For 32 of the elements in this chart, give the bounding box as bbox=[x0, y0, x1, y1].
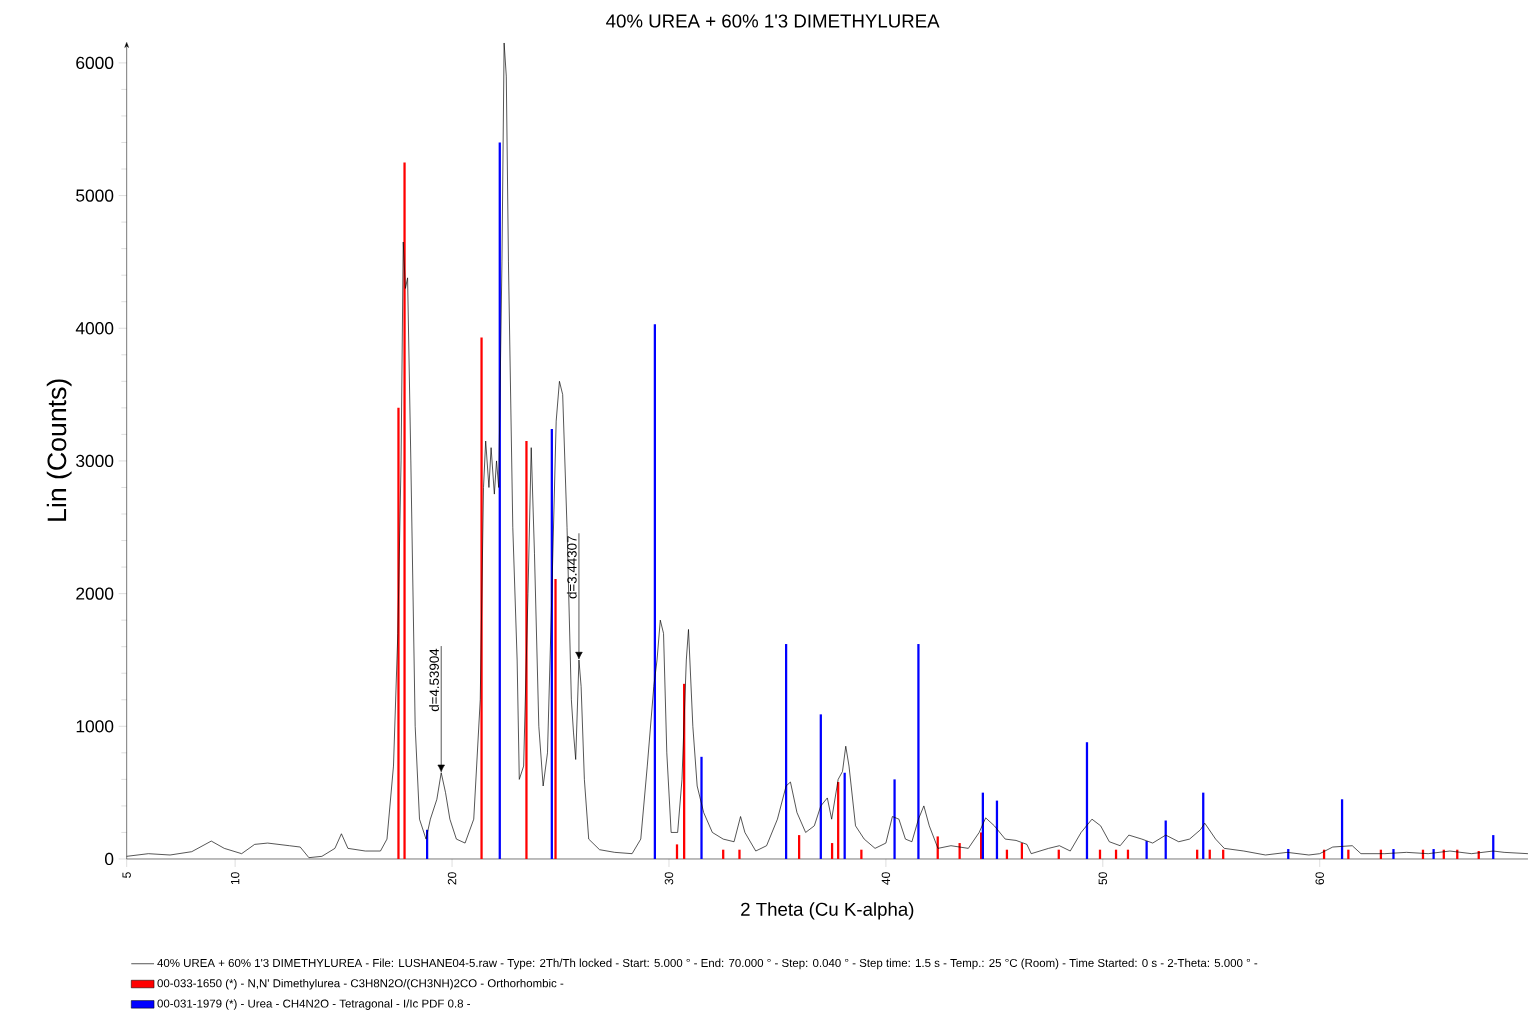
legend-label: 00-033-1650 (*) - N,N' Dimethylurea - C3H8N2O/(CH3NH)2CO - Orthorhombic - bbox=[157, 978, 564, 990]
y-tick-label: 4000 bbox=[75, 322, 114, 335]
y-tick-label: 0 bbox=[104, 852, 114, 866]
y-tick-label: 6000 bbox=[76, 56, 114, 70]
bar bbox=[403, 162, 406, 859]
legend-label: 00-031-1979 (*) - Urea - CH4N2O - Tetragonal - I/Ic PDF 0.8 - bbox=[157, 999, 471, 1010]
y-tick-label: 2000 bbox=[76, 587, 114, 600]
bar bbox=[1145, 841, 1148, 859]
x-tick-label: 20 bbox=[447, 872, 457, 885]
bar bbox=[979, 832, 983, 859]
bar bbox=[860, 849, 863, 859]
x-tick-label: 30 bbox=[664, 872, 674, 885]
y-tick-label: 5000 bbox=[76, 189, 114, 202]
y-tick-label: 1000 bbox=[76, 720, 114, 733]
x-tick-label: 10 bbox=[230, 872, 240, 885]
annotation: d=4.53904 bbox=[429, 648, 439, 712]
bar bbox=[675, 844, 679, 859]
x-tick-label: 60 bbox=[1315, 872, 1324, 885]
x-tick-label: 40 bbox=[881, 872, 891, 885]
y-axis-title: Lin (Counts) bbox=[46, 379, 72, 521]
bar bbox=[700, 756, 703, 859]
bar bbox=[893, 779, 896, 859]
legend-label: 40% UREA + 60% 1'3 DIMETHYLUREA - File: LUSHANE04-5.raw - Type: 2Th/Th locked - Start: 5.000 ° - End: 70.000 ° - Step: 0.040 ° - Step time: 1.5 s - Temp.: 25 °C (Room) - Time Started: 0 s - 2-Theta: 5.000 ° - bbox=[157, 958, 1258, 970]
bar bbox=[738, 849, 741, 859]
chart-title: 40% UREA + 60% 1'3 DIMETHYLUREA bbox=[606, 14, 940, 28]
x-tick-label: 50 bbox=[1098, 872, 1108, 885]
annotation: d=3.44307 bbox=[566, 536, 577, 599]
x-axis-title: 2 Theta (Cu K-alpha) bbox=[741, 902, 914, 920]
bar bbox=[554, 579, 557, 859]
y-tick-label: 3000 bbox=[76, 454, 114, 468]
x-tick-label: 5 bbox=[122, 872, 131, 878]
bar bbox=[917, 644, 920, 859]
